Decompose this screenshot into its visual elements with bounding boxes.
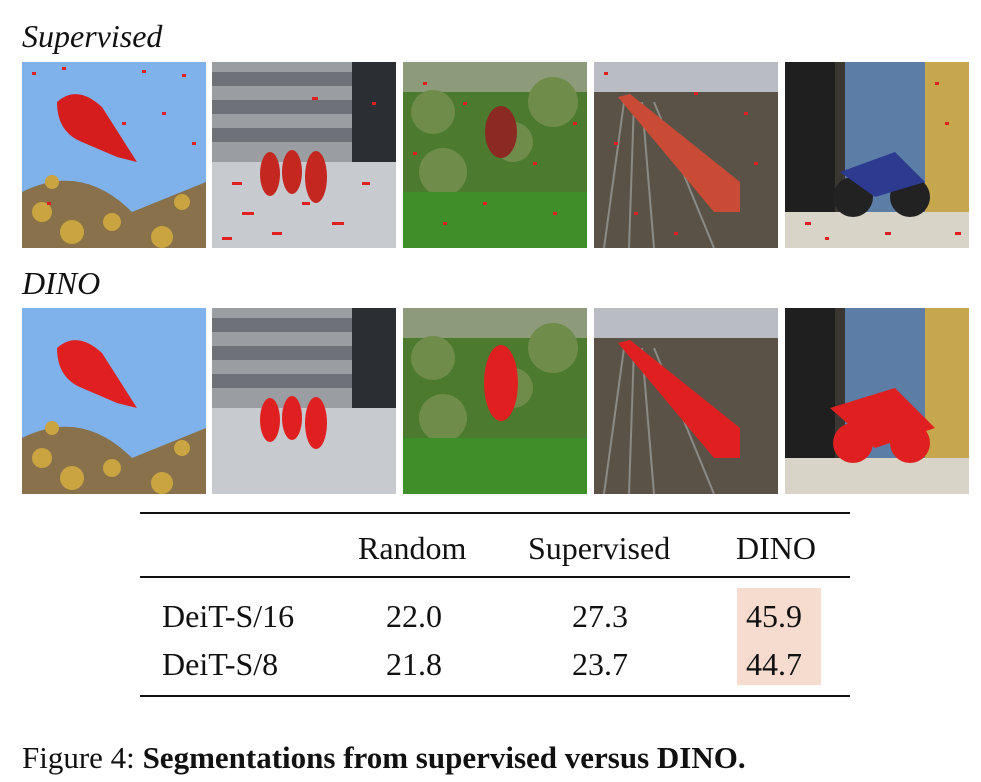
cell-random: 21.8 bbox=[386, 646, 442, 682]
header-dino: DINO bbox=[736, 530, 816, 566]
table-bottom-rule bbox=[140, 695, 850, 697]
caption-prefix: Figure 4: bbox=[22, 740, 143, 775]
dino-elephant-image bbox=[403, 308, 587, 494]
header-supervised: Supervised bbox=[528, 530, 671, 566]
cell-random: 22.0 bbox=[386, 598, 442, 634]
table-top-rule bbox=[140, 512, 850, 514]
dino-ducks-image bbox=[212, 308, 396, 494]
cell-supervised: 23.7 bbox=[572, 646, 628, 682]
figure-caption: Figure 4: Segmentations from supervised … bbox=[22, 740, 746, 776]
header-random: Random bbox=[358, 530, 467, 566]
supervised-train-image bbox=[594, 62, 778, 248]
row-label-dino: DINO bbox=[22, 265, 101, 301]
supervised-elephant-image bbox=[403, 62, 587, 248]
row-label-supervised: Supervised bbox=[22, 18, 163, 54]
dino-motorcycle-image bbox=[785, 308, 969, 494]
cell-dino: 45.9 bbox=[746, 598, 802, 634]
supervised-motorcycle-image bbox=[785, 62, 969, 248]
dino-bird-image bbox=[22, 308, 206, 494]
row-model: DeiT-S/8 bbox=[162, 646, 279, 682]
caption-bold: Segmentations from supervised versus DIN… bbox=[142, 740, 746, 775]
supervised-ducks-image bbox=[212, 62, 396, 248]
row-model: DeiT-S/16 bbox=[162, 598, 295, 634]
cell-supervised: 27.3 bbox=[572, 598, 628, 634]
table-mid-rule bbox=[140, 576, 850, 578]
supervised-bird-image bbox=[22, 62, 206, 248]
dino-highlight bbox=[737, 588, 821, 685]
dino-train-image bbox=[594, 308, 778, 494]
cell-dino: 44.7 bbox=[746, 646, 802, 682]
